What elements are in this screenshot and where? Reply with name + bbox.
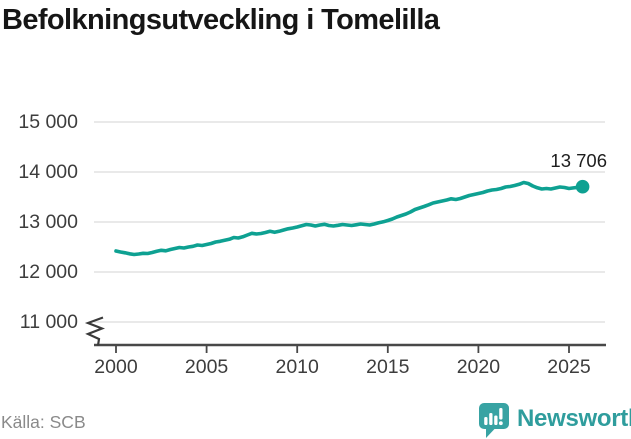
bar-chart-badge-icon: [479, 403, 509, 438]
y-tick-label: 15 000: [18, 111, 78, 133]
chart-title: Befolkningsutveckling i Tomelilla: [2, 4, 440, 36]
source-label: Källa: SCB: [1, 412, 86, 432]
x-tick-label: 2005: [184, 356, 229, 378]
x-tick-label: 2000: [94, 356, 138, 378]
x-tick-label: 2015: [366, 356, 410, 378]
newsworthy-logo-text: Newsworthy: [517, 405, 631, 432]
x-tick-label: 2025: [547, 356, 591, 378]
newsworthy-logo[interactable]: Newsworthy: [477, 402, 631, 439]
y-tick-label: 14 000: [18, 161, 78, 183]
y-tick-label: 11 000: [19, 311, 78, 333]
x-tick-label: 2010: [275, 356, 319, 378]
x-tick-label: 2020: [456, 356, 501, 378]
last-point-marker: [575, 179, 590, 194]
last-value-label: 13 706: [550, 150, 607, 171]
axis-break-icon: [84, 316, 106, 346]
y-tick-label: 12 000: [18, 261, 78, 283]
population-line: [114, 180, 585, 257]
y-tick-label: 13 000: [18, 211, 78, 233]
